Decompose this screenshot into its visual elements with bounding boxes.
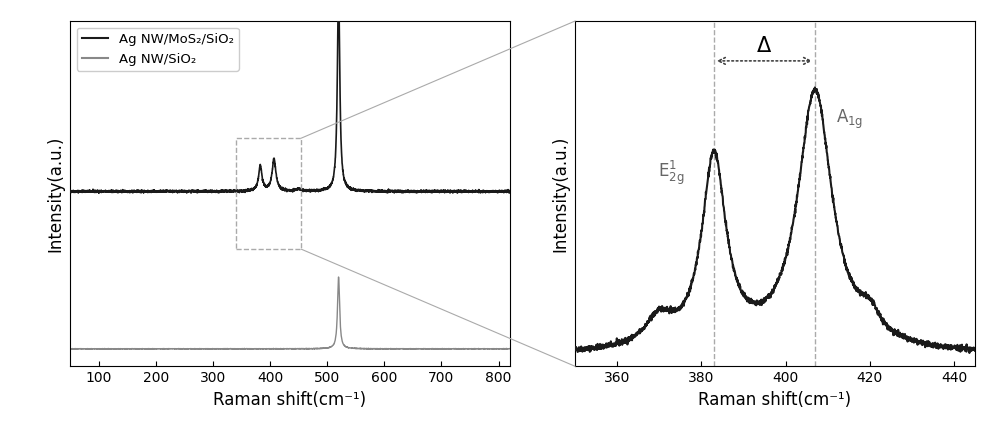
Y-axis label: Intensity(a.u.): Intensity(a.u.) (46, 136, 64, 252)
X-axis label: Raman shift(cm⁻¹): Raman shift(cm⁻¹) (698, 391, 852, 409)
Text: $\mathrm{E^1_{2g}}$: $\mathrm{E^1_{2g}}$ (658, 158, 684, 187)
Y-axis label: Intensity(a.u.): Intensity(a.u.) (551, 136, 569, 252)
Legend: Ag NW/MoS₂/SiO₂, Ag NW/SiO₂: Ag NW/MoS₂/SiO₂, Ag NW/SiO₂ (77, 28, 239, 71)
X-axis label: Raman shift(cm⁻¹): Raman shift(cm⁻¹) (213, 391, 367, 409)
Text: $\Delta$: $\Delta$ (756, 35, 773, 56)
Text: $\mathrm{A_{1g}}$: $\mathrm{A_{1g}}$ (836, 108, 863, 131)
